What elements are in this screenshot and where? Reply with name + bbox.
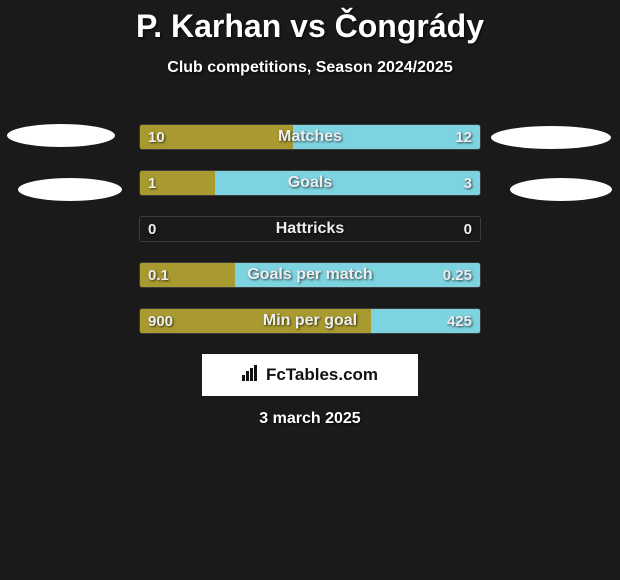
stat-bar-label: Matches bbox=[140, 125, 480, 149]
player-left-ellipse-bottom bbox=[18, 178, 122, 201]
stat-bar-row: Min per goal900 425 bbox=[139, 308, 481, 334]
stats-bars: Matches10 12 Goals1 3 Hattricks0 0 Goals per m… bbox=[139, 124, 481, 354]
stat-bar-value-left: 1 bbox=[148, 171, 156, 195]
player-right-ellipse-top bbox=[491, 126, 611, 149]
stat-bar-value-left: 900 bbox=[148, 309, 173, 333]
stat-bar-value-right: 3 bbox=[464, 171, 472, 195]
bar-chart-icon bbox=[242, 365, 260, 386]
date-text: 3 march 2025 bbox=[0, 410, 620, 428]
stat-bar-row: Goals1 3 bbox=[139, 170, 481, 196]
stat-bar-row: Hattricks0 0 bbox=[139, 216, 481, 242]
page-title: P. Karhan vs Čongrády bbox=[0, 0, 620, 45]
stat-bar-value-right: 12 bbox=[455, 125, 472, 149]
stat-bar-label: Hattricks bbox=[140, 217, 480, 241]
stat-bar-value-right: 0 bbox=[464, 217, 472, 241]
logo-box: FcTables.com bbox=[202, 354, 418, 396]
stat-bar-label: Goals per match bbox=[140, 263, 480, 287]
player-left-ellipse-top bbox=[7, 124, 115, 147]
stat-bar-value-left: 0.1 bbox=[148, 263, 169, 287]
stat-bar-value-left: 0 bbox=[148, 217, 156, 241]
stat-bar-label: Goals bbox=[140, 171, 480, 195]
stat-bar-value-right: 0.25 bbox=[443, 263, 472, 287]
stat-bar-label: Min per goal bbox=[140, 309, 480, 333]
stat-bar-value-left: 10 bbox=[148, 125, 165, 149]
stat-bar-row: Matches10 12 bbox=[139, 124, 481, 150]
stat-bar-value-right: 425 bbox=[447, 309, 472, 333]
logo-text: FcTables.com bbox=[266, 365, 378, 385]
stat-bar-row: Goals per match0.1 0.25 bbox=[139, 262, 481, 288]
subtitle: Club competitions, Season 2024/2025 bbox=[0, 59, 620, 77]
player-right-ellipse-bottom bbox=[510, 178, 612, 201]
